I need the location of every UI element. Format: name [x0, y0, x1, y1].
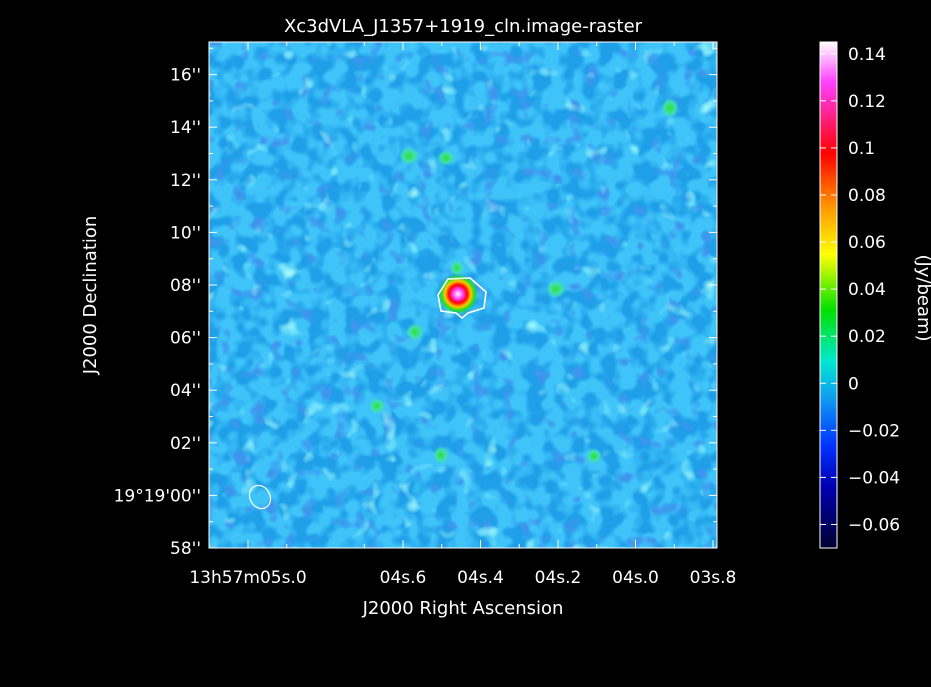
colorbar-tick-label: 0.12 [848, 92, 886, 112]
colorbar-tick-label: −0.04 [848, 468, 900, 488]
colorbar-tick-label: 0 [848, 374, 859, 394]
y-tick-label: 06'' [170, 329, 201, 349]
colorbar-tick-label: 0.08 [848, 186, 886, 206]
noise-peak [406, 323, 424, 341]
source-peak [438, 274, 478, 314]
x-tick-label: 04s.6 [380, 568, 427, 588]
colorbar-tick-label: 0.1 [848, 139, 875, 159]
image-raster [209, 42, 717, 548]
colorbar-tick-label: −0.02 [848, 421, 900, 441]
x-tick-label: 04s.0 [612, 568, 659, 588]
noise-peak [586, 448, 602, 464]
noise-peak [661, 98, 679, 118]
y-tick-label: 10'' [170, 223, 201, 243]
y-tick-label: 14'' [170, 118, 201, 138]
y-axis-label: J2000 Declination [80, 216, 101, 376]
x-axis-label: J2000 Right Ascension [362, 598, 564, 619]
x-tick-labels: 13h57m05s.0 04s.6 04s.4 04s.2 04s.0 03s.8 [189, 568, 736, 588]
colorbar-tick-label: 0.14 [848, 45, 886, 65]
noise-peak [369, 398, 385, 414]
colorbar-tick-label: 0.06 [848, 233, 886, 253]
y-tick-label: 04'' [170, 381, 201, 401]
y-tick-label: 12'' [170, 171, 201, 191]
noise-peak [437, 150, 455, 166]
noise-peak [546, 280, 566, 298]
source-contour [437, 277, 487, 320]
colorbar-tick-label: 0.02 [848, 327, 886, 347]
noise-peak [450, 260, 464, 276]
chart-title: Xc3dVLA_J1357+1919_cln.image-raster [284, 16, 643, 37]
beam-ellipse [248, 484, 272, 510]
x-tick-label: 04s.2 [535, 568, 582, 588]
colorbar-tick-label: −0.06 [848, 515, 900, 535]
y-tick-label: 08'' [170, 276, 201, 296]
colorbar-ticks: 0.14 0.12 0.1 0.08 0.06 0.04 0.02 0 −0.02 −0.04 −0… [820, 45, 900, 535]
noise-peak [399, 147, 419, 165]
colorbar-label: (Jy/beam) [913, 254, 931, 341]
axis-ticks [209, 42, 717, 549]
y-tick-label: 58'' [170, 539, 201, 559]
plot-frame [208, 41, 718, 549]
noise-peak [433, 446, 449, 464]
y-tick-label: 16'' [170, 66, 201, 86]
y-tick-label: 02'' [170, 434, 201, 454]
colorbar [819, 41, 838, 549]
x-tick-label: 13h57m05s.0 [189, 568, 306, 588]
x-tick-label: 04s.4 [457, 568, 504, 588]
colorbar-tick-label: 0.04 [848, 280, 886, 300]
x-tick-label: 03s.8 [690, 568, 737, 588]
y-tick-label: 19°19'00'' [114, 486, 201, 506]
y-tick-labels: 58'' 19°19'00'' 02'' 04'' 06'' 08'' 10'' 12'' 14… [114, 66, 201, 559]
